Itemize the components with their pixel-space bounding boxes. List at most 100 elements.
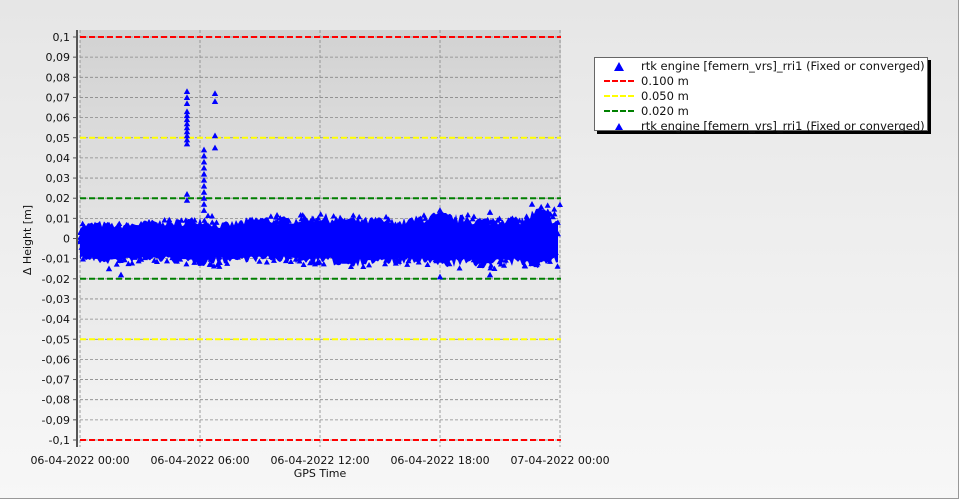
data-point — [413, 236, 420, 243]
data-point — [540, 237, 547, 243]
data-point — [377, 241, 384, 247]
data-point — [488, 249, 495, 256]
data-point — [464, 216, 471, 222]
data-point — [348, 263, 355, 269]
data-point — [256, 243, 263, 249]
data-point — [368, 233, 375, 240]
data-point — [509, 215, 516, 221]
data-point — [409, 220, 416, 226]
data-point — [465, 221, 472, 227]
data-point — [138, 256, 145, 262]
data-point — [134, 252, 141, 258]
data-point — [496, 231, 503, 238]
data-point — [205, 222, 212, 228]
data-point — [177, 256, 184, 262]
data-point — [411, 233, 418, 240]
data-point — [370, 219, 377, 226]
data-point — [183, 100, 191, 107]
data-point — [342, 247, 349, 253]
data-point — [544, 208, 551, 214]
data-point — [92, 234, 99, 240]
data-point — [350, 212, 357, 218]
data-point — [196, 230, 203, 237]
data-point — [270, 230, 277, 237]
data-point — [330, 213, 337, 219]
data-point — [315, 234, 322, 240]
data-point — [234, 229, 241, 235]
data-point — [194, 250, 201, 256]
data-point — [262, 226, 269, 233]
y-tick-label: -0,02 — [42, 273, 70, 286]
data-point — [267, 213, 274, 219]
data-point — [203, 249, 210, 256]
data-point — [362, 248, 369, 255]
data-point — [190, 224, 197, 230]
data-point — [113, 234, 120, 241]
data-point — [194, 254, 201, 260]
y-tick-label: -0,04 — [42, 313, 70, 326]
data-point — [413, 249, 420, 256]
data-point — [270, 252, 277, 258]
data-point — [486, 244, 493, 250]
data-point — [424, 261, 431, 268]
data-point — [356, 213, 363, 220]
data-point — [297, 212, 304, 218]
data-point — [451, 216, 458, 223]
x-tick-label: 06-04-2022 18:00 — [390, 454, 489, 467]
data-point — [105, 238, 112, 245]
data-point — [326, 250, 333, 257]
data-point — [101, 255, 108, 261]
data-point — [513, 251, 520, 257]
data-point — [468, 236, 475, 243]
data-point — [370, 246, 377, 252]
data-point — [200, 207, 208, 213]
data-point — [218, 249, 225, 255]
data-point — [402, 243, 409, 249]
y-tick-label: 0,05 — [46, 132, 71, 145]
data-point — [486, 271, 494, 278]
data-point — [501, 262, 508, 268]
data-point — [517, 226, 524, 233]
data-point — [204, 233, 211, 239]
data-point — [176, 241, 183, 247]
data-point — [521, 262, 528, 269]
data-point — [101, 226, 108, 233]
data-point — [509, 236, 516, 243]
data-point — [93, 253, 100, 259]
data-point — [320, 261, 327, 267]
data-point — [465, 226, 472, 233]
data-point — [459, 214, 466, 220]
data-point — [182, 217, 189, 223]
data-point — [391, 253, 398, 259]
data-point — [183, 140, 191, 147]
data-point — [240, 226, 247, 232]
data-point — [77, 238, 84, 245]
data-point — [131, 234, 138, 240]
data-point — [107, 230, 114, 237]
data-point — [310, 236, 317, 242]
data-point — [504, 218, 511, 225]
data-point — [546, 222, 553, 229]
data-point — [281, 216, 288, 222]
data-point — [290, 252, 297, 258]
data-point — [285, 217, 292, 223]
data-point — [474, 230, 481, 237]
data-point — [183, 136, 191, 143]
data-point — [552, 249, 559, 255]
x-tick-label: 07-04-2022 00:00 — [510, 454, 609, 467]
data-point — [494, 242, 501, 248]
data-point — [211, 144, 219, 151]
data-point — [512, 244, 519, 251]
data-point — [405, 223, 412, 230]
data-point — [480, 225, 487, 231]
data-point — [415, 259, 422, 265]
data-point — [175, 224, 182, 230]
red-dash-line-icon — [604, 80, 634, 82]
data-point — [216, 253, 223, 260]
data-point — [291, 234, 298, 240]
data-point — [191, 259, 198, 265]
small-triangle-marker-icon — [601, 122, 637, 130]
data-point — [285, 231, 292, 237]
